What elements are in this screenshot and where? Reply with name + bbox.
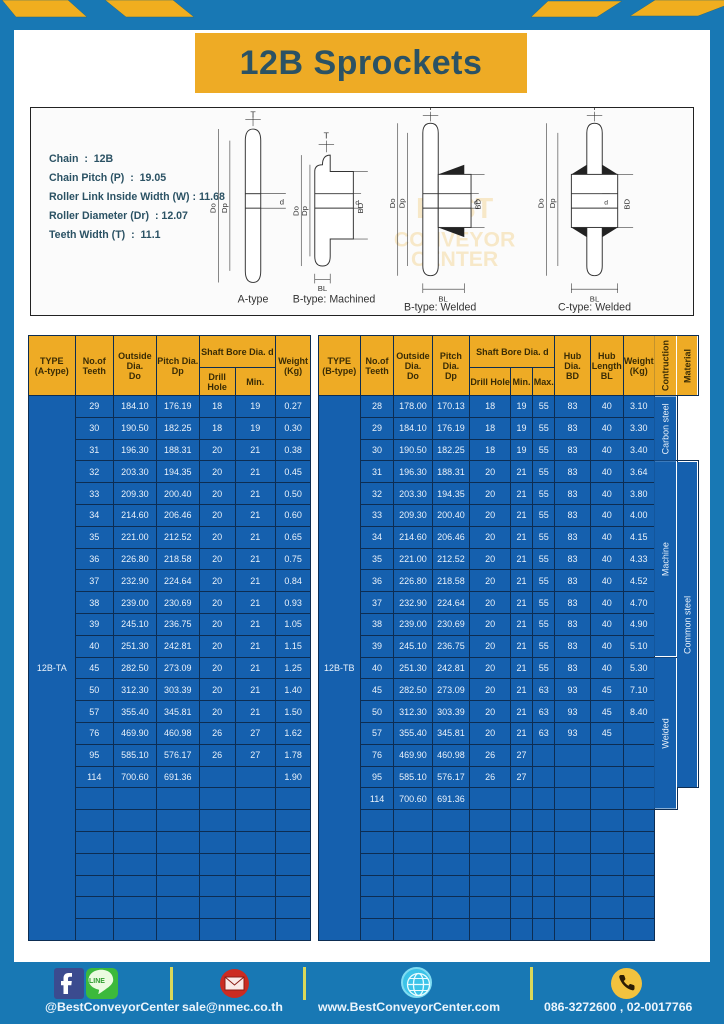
svg-text:d: d	[355, 199, 359, 206]
svg-text:Dp: Dp	[300, 206, 309, 216]
svg-text:A-type: A-type	[238, 294, 269, 306]
svg-text:Dp: Dp	[397, 198, 406, 208]
svg-text:Do: Do	[291, 206, 300, 216]
svg-text:Do: Do	[208, 203, 217, 213]
svg-text:Dp: Dp	[548, 198, 557, 208]
svg-text:d: d	[280, 197, 284, 206]
svg-text:T: T	[324, 131, 330, 141]
svg-text:BL: BL	[318, 284, 328, 293]
svg-text:T: T	[250, 109, 256, 119]
svg-text:B-type: Welded: B-type: Welded	[404, 301, 476, 313]
svg-text:Do: Do	[388, 198, 397, 208]
svg-text:d: d	[474, 199, 478, 206]
svg-text:T: T	[592, 108, 598, 112]
svg-text:C-type: Welded: C-type: Welded	[558, 301, 631, 313]
svg-text:Dp: Dp	[220, 203, 229, 213]
svg-text:B-type: Machined: B-type: Machined	[293, 294, 376, 306]
svg-text:T: T	[428, 108, 434, 112]
svg-text:d: d	[604, 199, 608, 206]
svg-text:BD: BD	[622, 199, 631, 210]
svg-text:Do: Do	[536, 198, 545, 208]
